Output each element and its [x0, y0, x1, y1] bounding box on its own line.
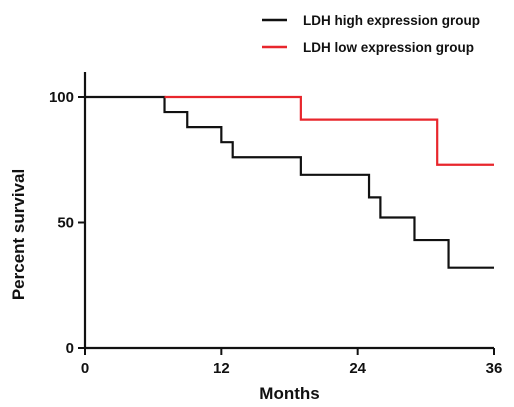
legend: LDH high expression group LDH low expres… — [262, 13, 480, 55]
ticks-layer: 0 12 24 36 0 50 100 — [49, 89, 502, 377]
legend-label-low: LDH low expression group — [303, 40, 474, 55]
series-line-0 — [85, 95, 494, 269]
y-axis-title: Percent survival — [9, 169, 28, 300]
y-tick-label: 50 — [57, 215, 74, 232]
axes-layer — [83, 72, 494, 350]
x-tick-label: 0 — [81, 360, 89, 377]
x-tick-label: 24 — [349, 360, 366, 377]
series-layer — [85, 95, 494, 269]
y-tick-label: 100 — [49, 89, 74, 106]
y-tick-label: 0 — [66, 340, 74, 357]
x-tick-label: 12 — [213, 360, 230, 377]
x-axis-title: Months — [259, 384, 319, 403]
legend-label-high: LDH high expression group — [303, 13, 480, 28]
x-tick-label: 36 — [486, 360, 503, 377]
series-line-1 — [164, 95, 494, 166]
